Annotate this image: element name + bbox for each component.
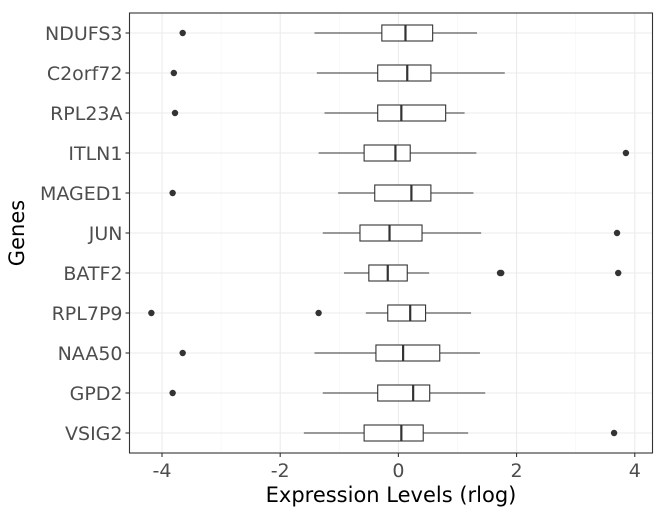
iqr-box [375,344,441,362]
outlier-point [315,309,322,317]
y-tick-label: BATF2 [63,263,122,285]
outlier-point [615,269,622,277]
outlier-point [169,189,176,197]
y-tick-label: JUN [88,223,123,245]
x-axis: -4 -2 0 2 4 [153,453,641,482]
box-vsig2 [303,424,618,442]
box-batf2 [344,264,622,282]
y-tick-label: NDUFS3 [45,23,123,45]
iqr-box [377,384,431,402]
box-rpl7p9 [148,304,472,322]
iqr-box [374,184,432,202]
iqr-box [363,424,424,442]
outlier-point [179,29,186,37]
outlier-point [610,429,618,437]
y-axis: NDUFS3 C2orf72 RPL23A ITLN1 MAGED1 JUN BATF2 RP… [40,23,130,445]
y-tick-label: C2orf72 [47,63,123,85]
outlier-point [171,109,179,117]
x-tick-label: -2 [271,460,290,482]
outlier-point [613,229,621,237]
outlier-point [179,349,186,357]
x-tick-label: 2 [511,460,523,482]
x-tick-label: -4 [153,460,172,482]
y-axis-title: Genes [5,200,29,266]
iqr-box [377,64,432,82]
x-tick-label: 4 [629,460,641,482]
outlier-point [148,309,155,317]
box-maged1 [169,184,474,202]
y-tick-label: RPL7P9 [52,303,123,325]
y-tick-label: RPL23A [50,103,122,125]
box-naa50 [179,344,480,362]
iqr-box [387,304,427,322]
iqr-box [363,144,411,162]
outlier-point [169,389,176,397]
box-rpl23a [171,104,465,122]
x-axis-title: Expression Levels (rlog) [266,483,517,507]
box-c2orf72 [170,64,505,82]
box-gpd2 [169,384,486,402]
outlier-point [170,69,178,77]
y-tick-label: ITLN1 [68,143,122,165]
box-itln1 [318,144,630,162]
y-tick-label: VSIG2 [65,423,122,445]
y-tick-label: GPD2 [70,383,123,405]
outlier-point [498,269,505,277]
y-tick-label: MAGED1 [40,183,123,205]
x-tick-label: 0 [392,460,404,482]
iqr-box [381,24,434,42]
box-ndufs3 [179,24,477,42]
iqr-box [377,104,447,122]
iqr-box [359,224,423,242]
outlier-point [622,149,630,157]
box-jun [322,224,621,242]
y-tick-label: NAA50 [58,343,123,365]
box-series [148,24,630,442]
